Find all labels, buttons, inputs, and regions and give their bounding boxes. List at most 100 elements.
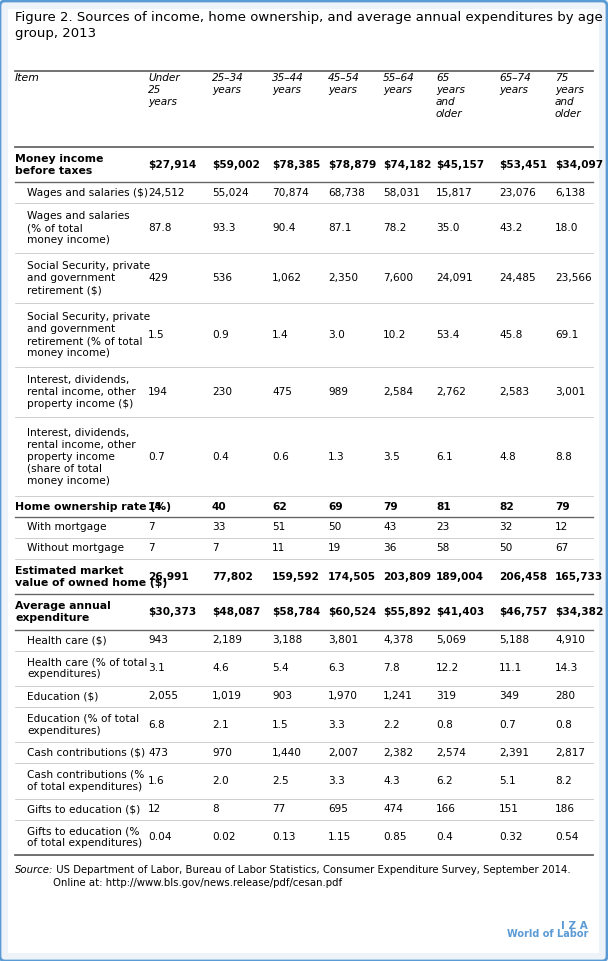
Text: 536: 536 [212, 273, 232, 283]
Text: 6,138: 6,138 [555, 187, 585, 198]
Text: 35–44
years: 35–44 years [272, 73, 304, 95]
Text: $58,784: $58,784 [272, 607, 320, 617]
Text: 166: 166 [436, 804, 456, 814]
Text: 12: 12 [148, 804, 161, 814]
Text: 51: 51 [272, 523, 285, 532]
Text: 2.1: 2.1 [212, 720, 229, 729]
Text: Under
25
years: Under 25 years [148, 73, 180, 107]
Text: 0.13: 0.13 [272, 832, 295, 842]
Text: 15,817: 15,817 [436, 187, 472, 198]
Text: Gifts to education ($): Gifts to education ($) [27, 804, 140, 814]
Text: 43: 43 [383, 523, 396, 532]
Text: With mortgage: With mortgage [27, 523, 106, 532]
Text: $78,879: $78,879 [328, 160, 376, 170]
Text: 45–54
years: 45–54 years [328, 73, 360, 95]
Text: 6.2: 6.2 [436, 776, 452, 786]
Text: 5,069: 5,069 [436, 635, 466, 645]
Text: 90.4: 90.4 [272, 223, 295, 234]
Text: 58: 58 [436, 543, 449, 554]
Text: 7: 7 [148, 523, 154, 532]
Text: 2,762: 2,762 [436, 387, 466, 397]
Text: 19: 19 [328, 543, 341, 554]
Text: 65
years
and
older: 65 years and older [436, 73, 465, 119]
Text: 32: 32 [499, 523, 513, 532]
Text: 43.2: 43.2 [499, 223, 522, 234]
Text: 2.0: 2.0 [212, 776, 229, 786]
Text: 0.32: 0.32 [499, 832, 522, 842]
Text: 23: 23 [436, 523, 449, 532]
Text: $34,097: $34,097 [555, 160, 603, 170]
Text: 0.9: 0.9 [212, 331, 229, 340]
Text: 0.8: 0.8 [436, 720, 453, 729]
Text: 12: 12 [555, 523, 568, 532]
Text: 4.6: 4.6 [212, 663, 229, 674]
Text: 1,062: 1,062 [272, 273, 302, 283]
Text: 93.3: 93.3 [212, 223, 235, 234]
Text: 14.3: 14.3 [555, 663, 578, 674]
Text: 10.2: 10.2 [383, 331, 406, 340]
Text: Average annual
expenditure: Average annual expenditure [15, 601, 111, 623]
Text: Wages and salaries
(% of total
money income): Wages and salaries (% of total money inc… [27, 211, 130, 245]
Text: Wages and salaries ($): Wages and salaries ($) [27, 187, 148, 198]
Text: $46,757: $46,757 [499, 607, 547, 617]
Text: 3,001: 3,001 [555, 387, 586, 397]
Text: 2,055: 2,055 [148, 692, 178, 702]
Text: 474: 474 [383, 804, 403, 814]
Text: 1.15: 1.15 [328, 832, 351, 842]
Text: 55–64
years: 55–64 years [383, 73, 415, 95]
Text: 1.6: 1.6 [148, 776, 165, 786]
Text: 4.8: 4.8 [499, 452, 516, 461]
Text: 2,007: 2,007 [328, 748, 358, 758]
Text: $60,524: $60,524 [328, 607, 376, 617]
Text: 1,241: 1,241 [383, 692, 413, 702]
Text: $27,914: $27,914 [148, 160, 196, 170]
Text: 203,809: 203,809 [383, 572, 431, 581]
Text: 12.2: 12.2 [436, 663, 459, 674]
Text: 0.7: 0.7 [499, 720, 516, 729]
Text: Estimated market
value of owned home ($): Estimated market value of owned home ($) [15, 566, 167, 587]
Text: 0.6: 0.6 [272, 452, 289, 461]
Text: Home ownership rate (%): Home ownership rate (%) [15, 502, 171, 511]
Text: 319: 319 [436, 692, 456, 702]
Text: $41,403: $41,403 [436, 607, 484, 617]
Text: 2.2: 2.2 [383, 720, 399, 729]
Text: $53,451: $53,451 [499, 160, 547, 170]
Text: Social Security, private
and government
retirement (% of total
money income): Social Security, private and government … [27, 312, 150, 358]
Text: 65–74
years: 65–74 years [499, 73, 531, 95]
Text: 189,004: 189,004 [436, 572, 484, 581]
Text: $59,002: $59,002 [212, 160, 260, 170]
Text: 82: 82 [499, 502, 514, 511]
Text: 2,583: 2,583 [499, 387, 529, 397]
Text: 0.7: 0.7 [148, 452, 165, 461]
Text: Source:: Source: [15, 865, 54, 875]
Text: 0.85: 0.85 [383, 832, 407, 842]
Text: 7,600: 7,600 [383, 273, 413, 283]
Text: Health care ($): Health care ($) [27, 635, 106, 645]
Text: $30,373: $30,373 [148, 607, 196, 617]
Text: 50: 50 [328, 523, 341, 532]
Text: 67: 67 [555, 543, 568, 554]
Text: Interest, dividends,
rental income, other
property income ($): Interest, dividends, rental income, othe… [27, 376, 136, 409]
Text: 69: 69 [328, 502, 343, 511]
Text: 5.1: 5.1 [499, 776, 516, 786]
Text: 2,382: 2,382 [383, 748, 413, 758]
Text: 11: 11 [272, 543, 285, 554]
Text: 1,019: 1,019 [212, 692, 242, 702]
Text: 0.4: 0.4 [436, 832, 453, 842]
Text: 33: 33 [212, 523, 226, 532]
Text: 1.3: 1.3 [328, 452, 345, 461]
Text: 429: 429 [148, 273, 168, 283]
Text: 3.0: 3.0 [328, 331, 345, 340]
Text: 8.2: 8.2 [555, 776, 572, 786]
Text: $48,087: $48,087 [212, 607, 260, 617]
Text: 174,505: 174,505 [328, 572, 376, 581]
Text: 0.04: 0.04 [148, 832, 171, 842]
Text: 5,188: 5,188 [499, 635, 529, 645]
Text: 2,350: 2,350 [328, 273, 358, 283]
Text: 68,738: 68,738 [328, 187, 365, 198]
Text: $45,157: $45,157 [436, 160, 484, 170]
Text: 475: 475 [272, 387, 292, 397]
Text: 40: 40 [212, 502, 227, 511]
Text: 0.54: 0.54 [555, 832, 578, 842]
Text: 7.8: 7.8 [383, 663, 399, 674]
